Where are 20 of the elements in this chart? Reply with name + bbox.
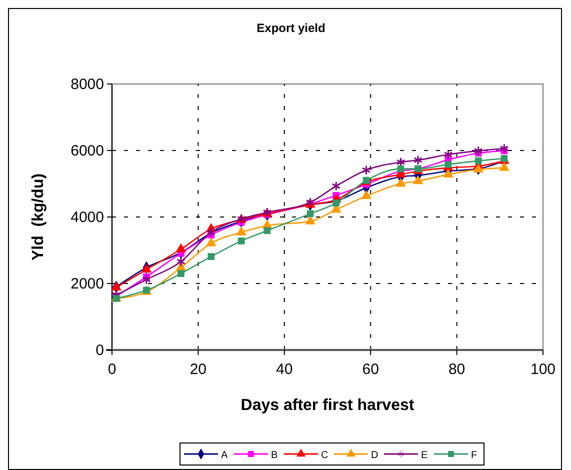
x-tick-label: 20 [190,361,207,378]
x-tick-label: 60 [362,361,379,378]
legend-label: B [271,450,278,461]
y-tick-label: 4000 [70,209,104,226]
legend-label: D [371,450,378,461]
y-tick-label: 8000 [70,76,104,93]
y-tick-label: 6000 [70,142,104,160]
x-tick-label: 80 [448,361,466,378]
legend-label: C [321,450,328,461]
y-tick-label: 2000 [70,276,104,292]
legend-label: A [221,450,228,461]
x-tick-label: 100 [530,361,556,378]
legend-label: E [421,450,428,461]
x-tick-label: 0 [108,361,116,378]
y-axis-title: Yld (kg/du) [30,173,47,261]
x-tick-label: 40 [276,361,293,378]
y-tick-label: 0 [96,342,104,359]
x-axis-title: Days after first harvest [240,397,415,414]
chart-title: Export yield [256,21,326,35]
legend-label: F [471,450,478,461]
